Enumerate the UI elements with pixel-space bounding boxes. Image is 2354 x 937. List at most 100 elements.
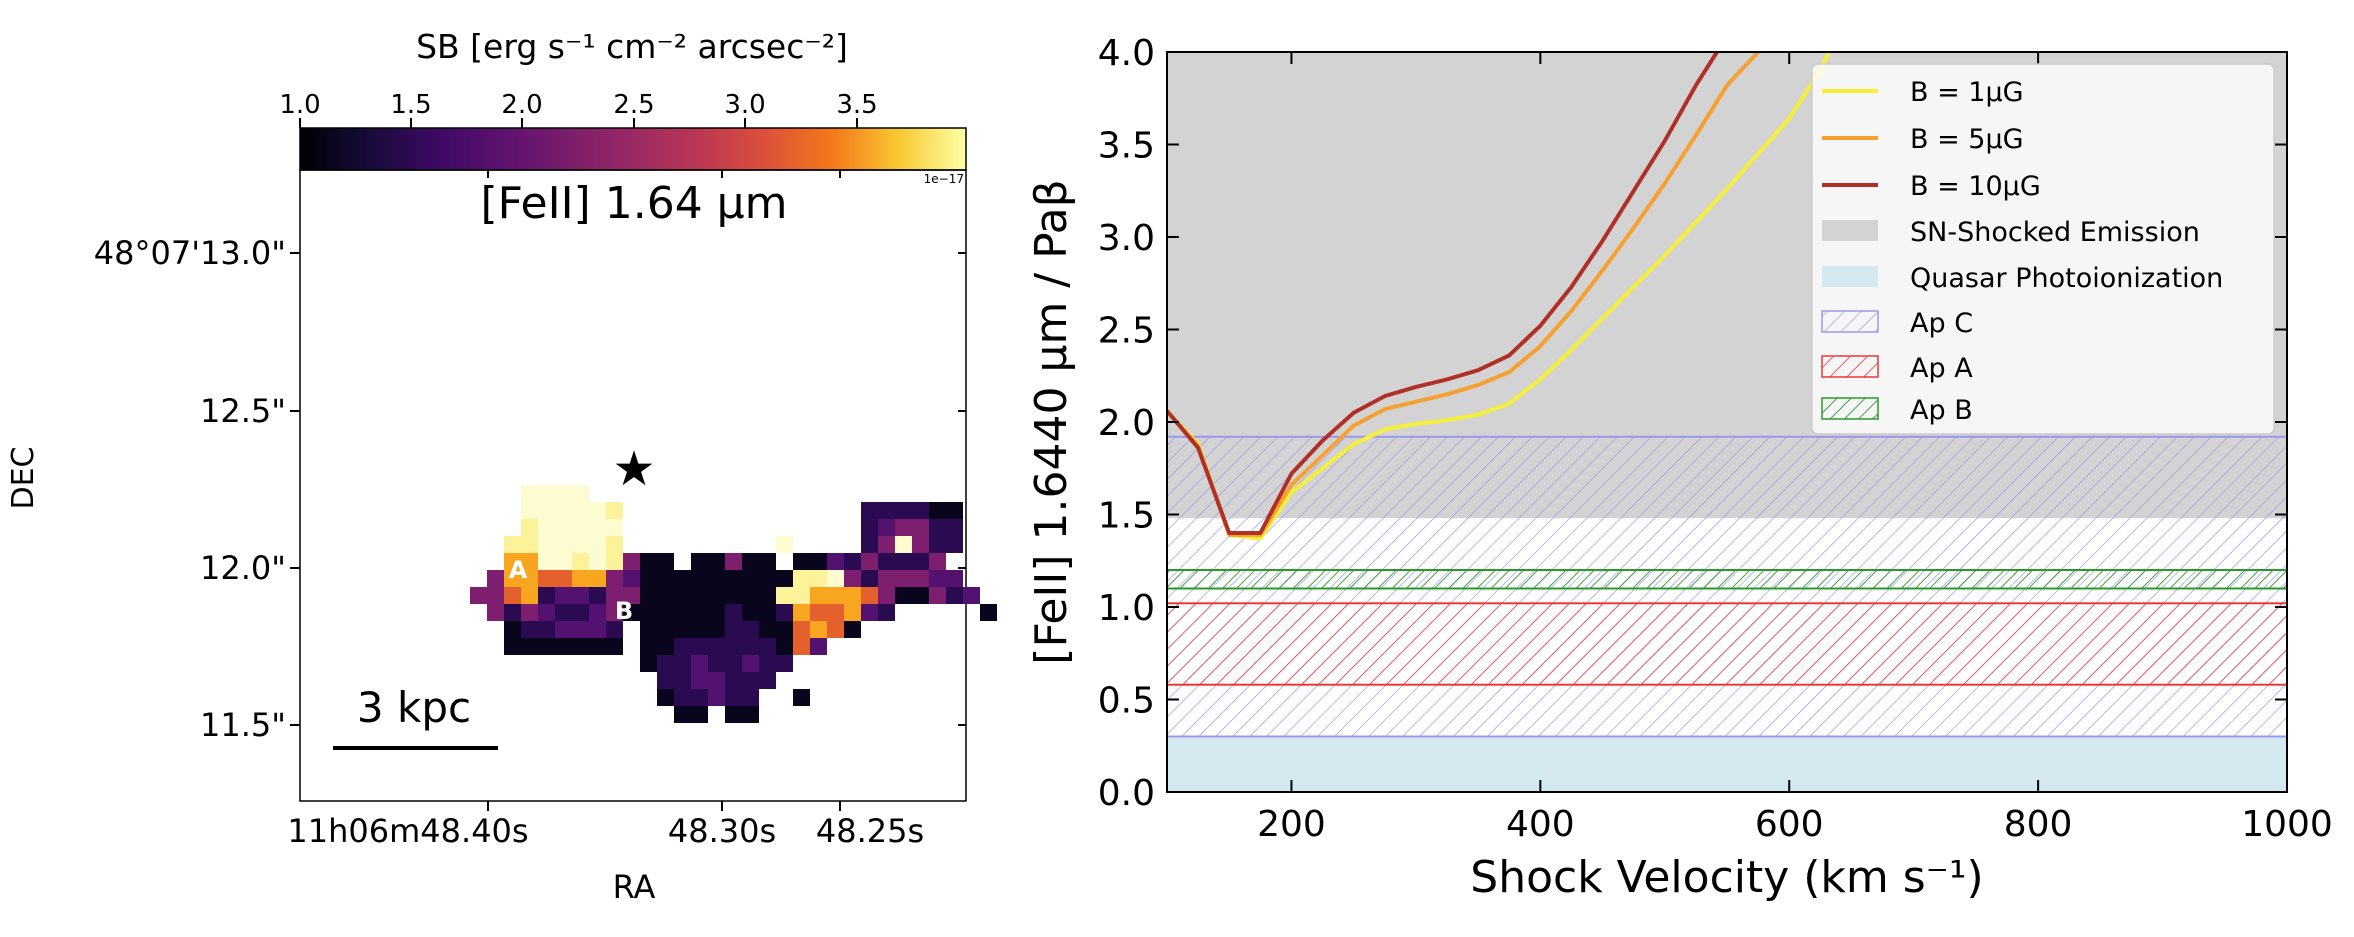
colorbar-tick-label: 2.0: [501, 90, 542, 120]
emission-pixel: [606, 621, 623, 638]
emission-pixel: [827, 587, 844, 604]
emission-pixel: [538, 638, 555, 655]
emission-pixel: [555, 536, 572, 553]
emission-pixel: [878, 604, 895, 621]
emission-pixel: [929, 587, 946, 604]
emission-pixel: [742, 587, 759, 604]
emission-pixel: [640, 604, 657, 621]
emission-pixel: [929, 536, 946, 553]
y-axis-label: [FeII] 1.6440 μm / Paβ: [1026, 179, 1077, 664]
emission-pixel: [589, 621, 606, 638]
ratio-panel: 0.0 0.5 1.0 1.5 2.0 2.5 3.0 3.5 4.0 200 400 600 800 1…: [1026, 33, 2333, 903]
y-tick-label: 3.0: [1098, 218, 1155, 259]
emission-pixel: [861, 536, 878, 553]
emission-pixel: [589, 570, 606, 587]
series-layer: [1167, 52, 1831, 541]
aperture-label-c: C: [729, 508, 747, 536]
emission-pixel: [504, 604, 521, 621]
emission-pixel: [657, 621, 674, 638]
emission-pixel: [538, 587, 555, 604]
emission-pixel: [538, 553, 555, 570]
emission-pixel: [487, 604, 504, 621]
emission-pixel: [725, 706, 742, 723]
legend-swatch-quasar: [1822, 266, 1878, 287]
emission-pixel: [725, 570, 742, 587]
axis-layer: 0.0 0.5 1.0 1.5 2.0 2.5 3.0 3.5 4.0 200 400 600 800 1…: [1098, 33, 2333, 845]
emission-pixel: [504, 570, 521, 587]
map-x-tick-label: 48.30s: [668, 812, 776, 850]
emission-pixel: [912, 570, 929, 587]
emission-pixel: [657, 587, 674, 604]
emission-pixel: [572, 570, 589, 587]
legend-label: B = 5μG: [1910, 124, 2024, 155]
aperture-label-a: A: [509, 556, 528, 584]
emission-pixel: [895, 502, 912, 519]
emission-pixel: [912, 587, 929, 604]
map-title: [FeII] 1.64 μm: [480, 178, 787, 229]
emission-pixel: [725, 655, 742, 672]
emission-pixel: [742, 553, 759, 570]
emission-pixel: [487, 587, 504, 604]
emission-pixel: [776, 655, 793, 672]
emission-pixel: [742, 638, 759, 655]
colorbar-scale-note: 1e−17: [924, 172, 964, 186]
emission-pixel: [572, 519, 589, 536]
emission-pixel: [878, 536, 895, 553]
emission-pixel: [555, 621, 572, 638]
colorbar-ticks: 1.0 1.5 2.0 2.5 3.0 3.5: [279, 90, 878, 128]
legend: B = 1μG B = 5μG B = 10μG SN-Shocked Emis…: [1811, 63, 2275, 435]
emission-pixel: [572, 638, 589, 655]
x-tick-label: 800: [2004, 804, 2073, 845]
emission-pixel: [674, 587, 691, 604]
emission-pixel: [572, 536, 589, 553]
emission-pixel: [640, 553, 657, 570]
emission-pixel: [521, 519, 538, 536]
series-line-1: [1167, 52, 1831, 541]
emission-pixel: [674, 689, 691, 706]
emission-pixel: [657, 655, 674, 672]
emission-pixel: [895, 536, 912, 553]
emission-pixel: [657, 604, 674, 621]
emission-pixel: [589, 553, 606, 570]
emission-pixel: [895, 587, 912, 604]
emission-pixel: [895, 519, 912, 536]
map-y-tick-label: 11.5": [200, 706, 286, 744]
legend-box: [1811, 63, 2275, 435]
legend-label: SN-Shocked Emission: [1910, 217, 2200, 248]
emission-pixel: [929, 570, 946, 587]
emission-pixel: [793, 587, 810, 604]
emission-pixel: [759, 638, 776, 655]
emission-pixel: [844, 587, 861, 604]
emission-pixel: [759, 587, 776, 604]
emission-pixel: [623, 570, 640, 587]
emission-pixel: [572, 604, 589, 621]
emission-pixel: [521, 570, 538, 587]
emission-pixel: [521, 621, 538, 638]
emission-pixel: [589, 638, 606, 655]
emission-pixel: [742, 621, 759, 638]
emission-pixel: [640, 621, 657, 638]
colorbar: [299, 127, 967, 171]
emission-pixel: [657, 553, 674, 570]
colorbar-tick-label: 1.5: [390, 90, 431, 120]
map-x-ticks: 11h06m48.40s 48.30s 48.25s: [287, 170, 924, 850]
emission-pixel: [691, 706, 708, 723]
emission-pixel: [640, 570, 657, 587]
legend-label: Quasar Photoionization: [1910, 263, 2223, 294]
emission-pixel: [844, 553, 861, 570]
emission-pixel: [589, 604, 606, 621]
band-quasar-photoionization: [1167, 736, 2287, 792]
emission-pixel: [742, 604, 759, 621]
emission-pixel: [827, 604, 844, 621]
emission-pixel: [538, 621, 555, 638]
emission-pixel: [980, 604, 997, 621]
colorbar-tick-label: 3.0: [724, 90, 765, 120]
emission-pixel: [623, 587, 640, 604]
y-tick-label: 0.5: [1098, 681, 1155, 722]
map-x-tick-label: 11h06m48.40s: [287, 812, 528, 850]
map-frame: [299, 169, 967, 802]
emission-pixel: [759, 655, 776, 672]
emission-pixel: [691, 638, 708, 655]
emission-pixel: [504, 621, 521, 638]
emission-pixel: [827, 570, 844, 587]
